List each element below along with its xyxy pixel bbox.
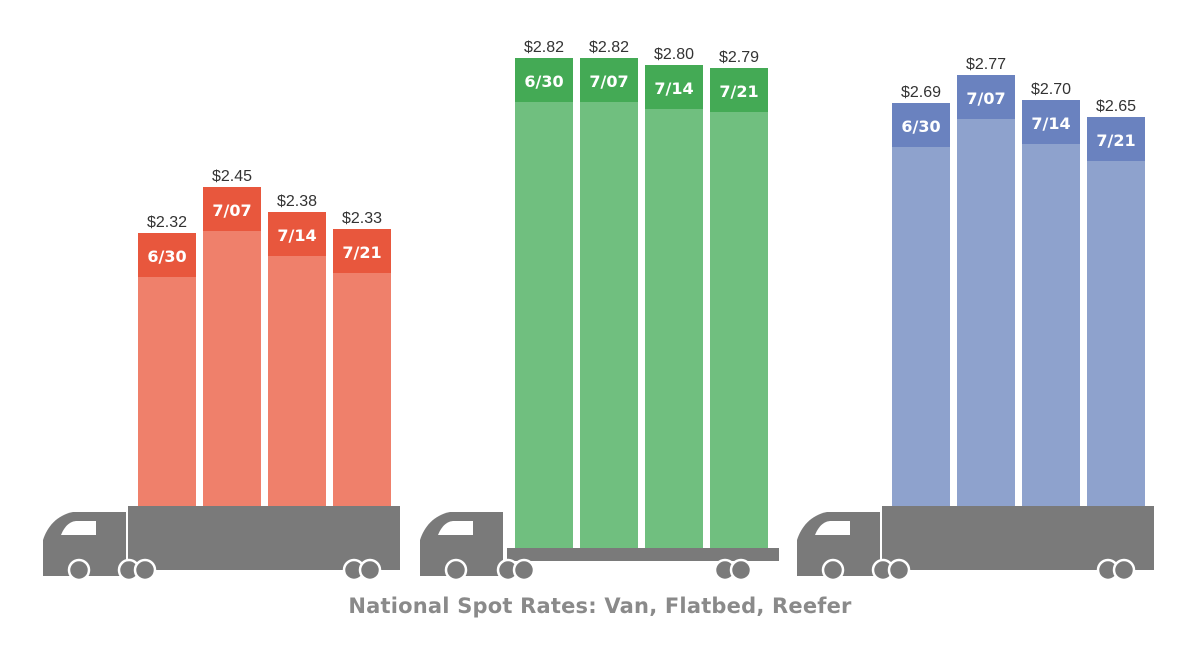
truck-window-icon: [815, 521, 850, 535]
bar-date-label: 6/30: [147, 247, 186, 266]
truck-wheel-icon: [729, 558, 753, 582]
bar-date-band: [1022, 100, 1080, 144]
truck-wheel-icon: [1112, 558, 1136, 582]
truck-wheel-icon: [358, 558, 382, 582]
bar-date-band: [203, 187, 261, 231]
bar: [892, 103, 950, 506]
truck-wheel-icon: [444, 558, 468, 582]
bar-group-0-2: 7/14 $2.38: [268, 193, 326, 506]
bar-group-2-1: 7/07 $2.77: [957, 56, 1015, 506]
truck-window-icon: [61, 521, 96, 535]
bar-date-label: 6/30: [524, 72, 563, 91]
bar: [333, 229, 391, 506]
truck-cab-icon: [797, 512, 880, 576]
bar: [1022, 100, 1080, 506]
bar-value-label: $2.32: [147, 214, 187, 231]
bar-date-band: [892, 103, 950, 147]
truck-wheel-icon: [512, 558, 536, 582]
bar: [1087, 117, 1145, 506]
bar-date-label: 7/21: [1096, 131, 1135, 150]
truck-cab-icon: [43, 512, 126, 576]
bar-value-label: $2.77: [966, 56, 1006, 73]
truck-wheel-icon: [821, 558, 845, 582]
bar-date-label: 7/07: [966, 89, 1005, 108]
bar: [580, 58, 638, 548]
bar-date-band: [645, 65, 703, 109]
bar-value-label: $2.82: [589, 39, 629, 56]
bar-date-label: 7/14: [654, 79, 693, 98]
bar-date-label: 7/21: [342, 243, 381, 262]
bar: [268, 212, 326, 506]
bar-value-label: $2.82: [524, 39, 564, 56]
flatbed-truck-icon: [420, 512, 779, 582]
truck-wheel-icon: [133, 558, 157, 582]
bar-date-band: [710, 68, 768, 112]
bar-date-band: [580, 58, 638, 102]
bar-date-band: [268, 212, 326, 256]
bar-group-1-2: 7/14 $2.80: [645, 46, 703, 548]
van-truck-icon: [43, 506, 400, 582]
bar-group-1-1: 7/07 $2.82: [580, 39, 638, 548]
flatbed-deck: [507, 548, 779, 561]
bar-value-label: $2.79: [719, 49, 759, 66]
bar-group-2-3: 7/21 $2.65: [1087, 98, 1145, 506]
bar-group-2-0: 6/30 $2.69: [892, 84, 950, 506]
bar-date-band: [515, 58, 573, 102]
bar-group-0-3: 7/21 $2.33: [333, 210, 391, 506]
truck-cab-icon: [420, 512, 503, 576]
bar-date-label: 7/21: [719, 82, 758, 101]
bar-value-label: $2.70: [1031, 81, 1071, 98]
bar-date-label: 7/14: [277, 226, 316, 245]
bar-group-1-3: 7/21 $2.79: [710, 49, 768, 548]
bar-value-label: $2.69: [901, 84, 941, 101]
bar-date-label: 7/07: [589, 72, 628, 91]
bar: [957, 75, 1015, 506]
bar: [645, 65, 703, 548]
van-truck-icon: [797, 506, 1154, 582]
bar-date-band: [138, 233, 196, 277]
bar-date-band: [957, 75, 1015, 119]
bar-value-label: $2.33: [342, 210, 382, 227]
chart-caption: National Spot Rates: Van, Flatbed, Reefe…: [348, 594, 852, 618]
truck-window-icon: [438, 521, 473, 535]
bar-group-2-2: 7/14 $2.70: [1022, 81, 1080, 506]
bar-date-label: 7/07: [212, 201, 251, 220]
bar-value-label: $2.45: [212, 168, 252, 185]
bar-date-band: [1087, 117, 1145, 161]
bar-date-label: 6/30: [901, 117, 940, 136]
truck-wheel-icon: [887, 558, 911, 582]
bar: [515, 58, 573, 548]
bar: [138, 233, 196, 506]
bar-group-0-0: 6/30 $2.32: [138, 214, 196, 506]
bar-value-label: $2.65: [1096, 98, 1136, 115]
bar-date-label: 7/14: [1031, 114, 1070, 133]
truck-wheel-icon: [67, 558, 91, 582]
bar-value-label: $2.38: [277, 193, 317, 210]
bar-group-1-0: 6/30 $2.82: [515, 39, 573, 548]
bar-value-label: $2.80: [654, 46, 694, 63]
bar: [710, 68, 768, 548]
bar: [203, 187, 261, 506]
bar-date-band: [333, 229, 391, 273]
bar-group-0-1: 7/07 $2.45: [203, 168, 261, 506]
